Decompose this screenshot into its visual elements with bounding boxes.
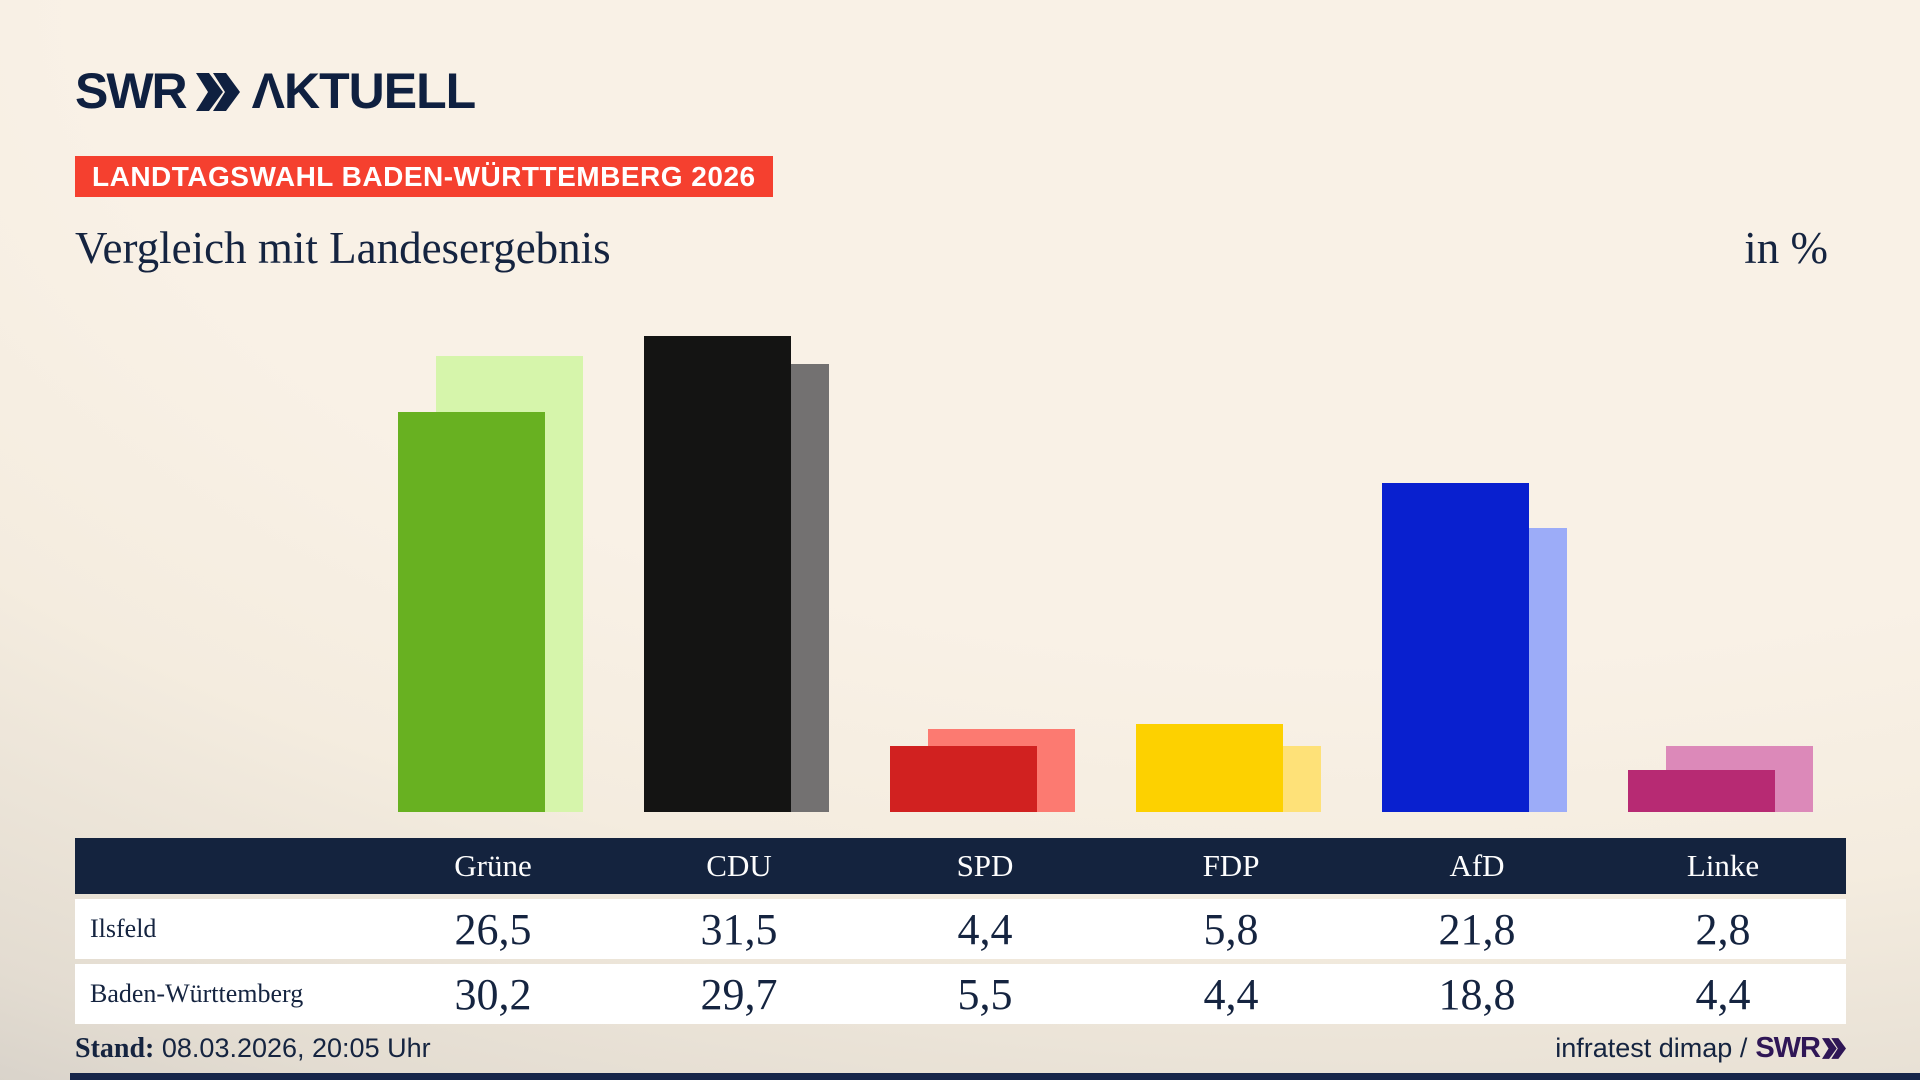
- column-header-afd: AfD: [1449, 848, 1505, 883]
- swr-footer-chevrons-icon: [1822, 1038, 1846, 1059]
- table-row-baden-wuerttemberg: Baden-Württemberg 30,2 29,7 5,5 4,4 18,8 4,4: [75, 964, 1846, 1024]
- swr-chevrons-icon: [195, 73, 240, 111]
- bar-group-spd: [862, 330, 1108, 812]
- value-ilsfeld-fdp: 5,8: [1203, 904, 1259, 954]
- bar-gruene-ilsfeld: [398, 412, 545, 812]
- swr-aktuell-logo: SWR ΛKTUELL: [75, 63, 477, 119]
- table-row-ilsfeld: Ilsfeld 26,5 31,5 4,4 5,8 21,8 2,8: [75, 899, 1846, 959]
- bar-afd-ilsfeld: [1382, 483, 1529, 812]
- election-badge: LANDTAGSWAHL BADEN-WÜRTTEMBERG 2026: [75, 156, 773, 197]
- bar-linke-ilsfeld: [1628, 770, 1775, 812]
- bottom-accent-strip: [70, 1073, 1920, 1080]
- stand-label: Stand:: [75, 1033, 155, 1064]
- swr-footer-logo: SWR: [1755, 1032, 1846, 1065]
- column-header-fdp: FDP: [1202, 848, 1260, 883]
- bar-group-gruene: [370, 330, 616, 812]
- results-table: Grüne CDU SPD FDP AfD Linke Ilsfeld 26,5 31,5 4,…: [75, 838, 1846, 1024]
- table-body: Ilsfeld 26,5 31,5 4,4 5,8 21,8 2,8 Baden-Württe…: [75, 899, 1846, 1024]
- column-header-spd: SPD: [956, 848, 1014, 883]
- value-baden-wuerttemberg-afd: 18,8: [1438, 969, 1516, 1019]
- column-header-gruene: Grüne: [454, 848, 532, 883]
- bar-group-fdp: [1108, 330, 1354, 812]
- bar-group-linke: [1600, 330, 1846, 812]
- value-ilsfeld-spd: 4,4: [957, 904, 1013, 954]
- value-ilsfeld-afd: 21,8: [1438, 904, 1516, 954]
- table-header-row: Grüne CDU SPD FDP AfD Linke: [75, 838, 1846, 894]
- row-label-ilsfeld: Ilsfeld: [90, 914, 157, 943]
- stand-timestamp: Stand: 08.03.2026, 20:05 Uhr: [75, 1033, 431, 1065]
- aktuell-logo-text: ΛKTUELL: [251, 63, 477, 119]
- bar-fdp-ilsfeld: [1136, 724, 1283, 812]
- source-credit: infratest dimap / SWR: [1555, 1032, 1846, 1065]
- column-header-cdu: CDU: [706, 848, 772, 883]
- value-baden-wuerttemberg-spd: 5,5: [957, 969, 1013, 1019]
- source-text: infratest dimap /: [1555, 1033, 1748, 1063]
- value-baden-wuerttemberg-cdu: 29,7: [700, 969, 778, 1019]
- value-baden-wuerttemberg-fdp: 4,4: [1203, 969, 1259, 1019]
- value-ilsfeld-cdu: 31,5: [700, 904, 778, 954]
- unit-label: in %: [1744, 223, 1828, 273]
- page-title: Vergleich mit Landesergebnis: [75, 223, 611, 273]
- row-label-baden-wuerttemberg: Baden-Württemberg: [90, 979, 304, 1008]
- value-baden-wuerttemberg-linke: 4,4: [1695, 969, 1751, 1019]
- chart: [75, 330, 1846, 812]
- value-ilsfeld-gruene: 26,5: [454, 904, 532, 954]
- footer: Stand: 08.03.2026, 20:05 Uhr infratest d…: [75, 1032, 1846, 1065]
- value-ilsfeld-linke: 2,8: [1695, 904, 1751, 954]
- swr-logo-text: SWR: [75, 63, 188, 119]
- bar-group-afd: [1354, 330, 1600, 812]
- bar-spd-ilsfeld: [890, 746, 1037, 812]
- value-baden-wuerttemberg-gruene: 30,2: [454, 969, 532, 1019]
- bar-group-cdu: [616, 330, 862, 812]
- title-bar: Vergleich mit Landesergebnis in %: [75, 222, 1846, 274]
- stand-value: 08.03.2026, 20:05 Uhr: [161, 1033, 431, 1063]
- bar-cdu-ilsfeld: [644, 336, 791, 812]
- column-header-linke: Linke: [1686, 848, 1760, 883]
